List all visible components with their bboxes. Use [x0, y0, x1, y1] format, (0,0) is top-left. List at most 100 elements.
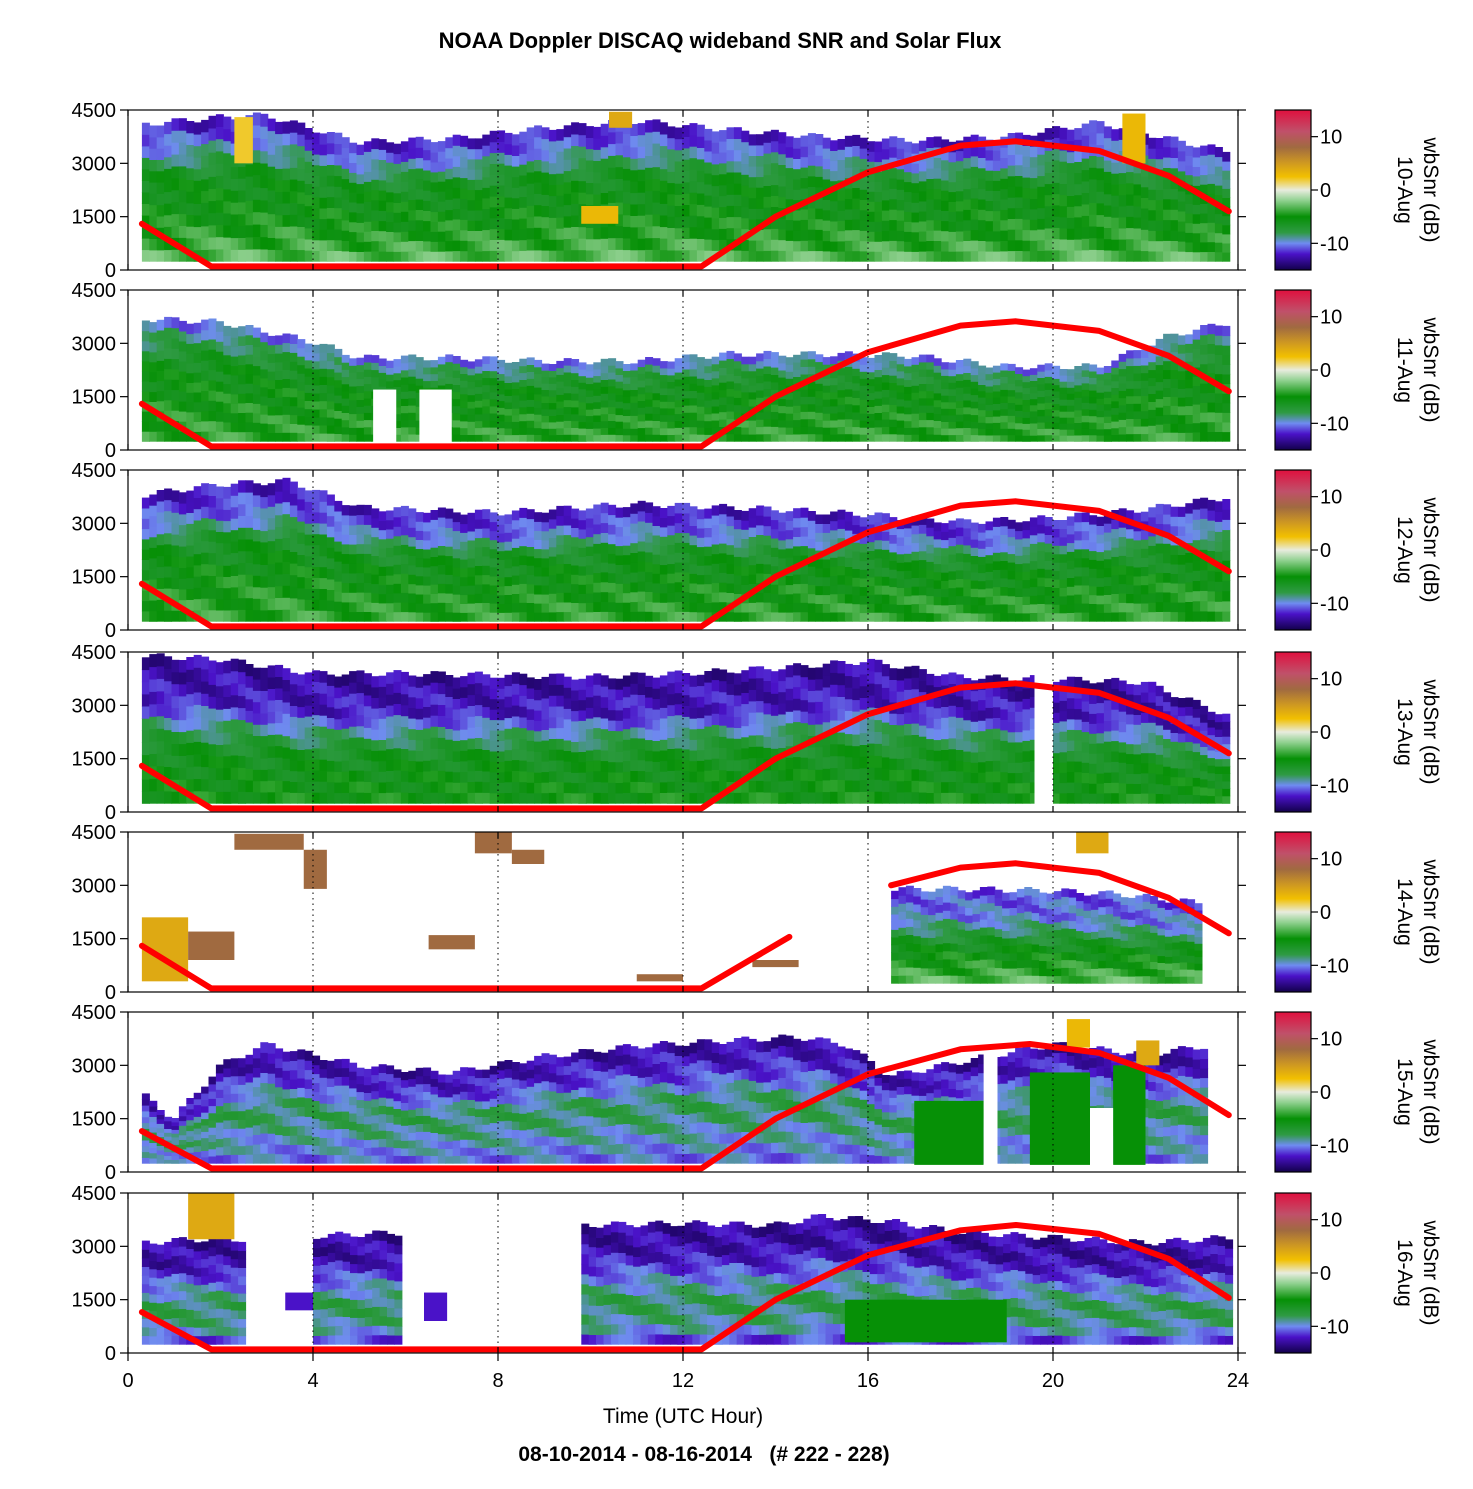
snr-cell: [252, 586, 261, 599]
snr-cell: [363, 592, 372, 603]
snr-cell: [1066, 417, 1075, 424]
snr-cell: [275, 121, 284, 135]
snr-cell: [223, 531, 232, 544]
snr-cell: [252, 529, 261, 542]
snr-cell: [963, 219, 972, 231]
snr-cell: [992, 434, 1001, 442]
snr-cell: [955, 150, 964, 162]
snr-cell: [1081, 135, 1090, 148]
snr-cell: [519, 517, 528, 528]
snr-cell: [356, 420, 365, 428]
snr-cell: [452, 250, 461, 262]
snr-cell: [156, 420, 165, 432]
snr-cell: [970, 134, 979, 146]
snr-cell: [659, 361, 668, 369]
snr-cell: [630, 513, 639, 524]
snr-cell: [378, 547, 387, 558]
snr-cell: [504, 558, 513, 569]
snr-cell: [719, 572, 728, 583]
snr-cell: [215, 565, 224, 577]
snr-cell: [963, 358, 972, 367]
snr-cell: [645, 120, 654, 133]
snr-cell: [452, 412, 461, 421]
snr-cell: [689, 361, 698, 370]
snr-cell: [504, 388, 513, 396]
snr-cell: [297, 521, 306, 533]
snr-cell: [622, 214, 631, 227]
snr-cell: [571, 564, 580, 575]
snr-cell: [363, 524, 372, 535]
snr-cell: [904, 161, 913, 173]
snr-cell: [696, 364, 705, 372]
snr-cell: [563, 170, 572, 183]
snr-cell: [978, 384, 987, 392]
snr-cell: [933, 209, 942, 221]
snr-cell: [252, 494, 261, 507]
snr-cell: [275, 514, 284, 528]
snr-cell: [756, 411, 765, 420]
snr-cell: [408, 240, 417, 252]
snr-cell: [652, 399, 661, 408]
snr-cell: [859, 392, 868, 400]
snr-cell: [726, 535, 735, 546]
snr-cell: [793, 426, 802, 435]
snr-cell: [282, 537, 291, 550]
snr-cell: [223, 225, 232, 238]
snr-cell: [1044, 389, 1053, 397]
snr-cell: [186, 577, 195, 590]
snr-cell: [941, 149, 950, 161]
colorbar-tick-label: 10: [1320, 127, 1342, 149]
snr-cell: [1177, 170, 1186, 182]
snr-cell: [489, 152, 498, 164]
snr-cell: [1022, 417, 1031, 424]
snr-cell: [548, 428, 557, 436]
snr-cell: [733, 171, 742, 184]
snr-cell: [519, 555, 528, 566]
snr-cell: [452, 575, 461, 586]
snr-cell: [896, 587, 905, 597]
snr-cell: [793, 209, 802, 221]
snr-cell: [622, 554, 631, 565]
snr-cell: [704, 150, 713, 163]
snr-cell: [1000, 421, 1009, 429]
snr-cell: [756, 389, 765, 398]
snr-cell: [482, 611, 491, 622]
snr-cell: [1185, 174, 1194, 185]
snr-cell: [733, 149, 742, 162]
snr-cell: [230, 393, 239, 404]
snr-cell: [948, 251, 957, 262]
snr-cell: [874, 362, 883, 370]
snr-cell: [896, 240, 905, 252]
snr-cell: [289, 225, 298, 239]
snr-cell: [970, 361, 979, 369]
snr-cell: [386, 367, 395, 375]
snr-cell: [600, 611, 609, 622]
snr-cell: [1037, 402, 1046, 410]
snr-cell: [245, 212, 254, 226]
snr-cell: [874, 376, 883, 385]
snr-cell: [275, 414, 284, 425]
snr-cell: [208, 236, 217, 250]
snr-cell: [563, 413, 572, 421]
snr-cell: [978, 188, 987, 200]
snr-cell: [297, 157, 306, 170]
snr-cell: [822, 378, 831, 386]
snr-cell: [252, 248, 261, 262]
snr-cell: [659, 517, 668, 528]
snr-cell: [992, 230, 1001, 242]
snr-cell: [489, 539, 498, 550]
snr-cell: [1029, 398, 1038, 406]
snr-cell: [785, 612, 794, 622]
snr-cell: [1185, 387, 1194, 398]
snr-cell: [482, 197, 491, 209]
snr-cell: [911, 364, 920, 372]
snr-cell: [600, 169, 609, 182]
snr-cell: [800, 517, 809, 528]
snr-cell: [645, 427, 654, 435]
snr-cell: [844, 426, 853, 435]
snr-cell: [541, 160, 550, 173]
snr-cell: [445, 354, 454, 363]
snr-cell: [378, 538, 387, 549]
snr-cell: [874, 433, 883, 442]
snr-cell: [600, 502, 609, 514]
